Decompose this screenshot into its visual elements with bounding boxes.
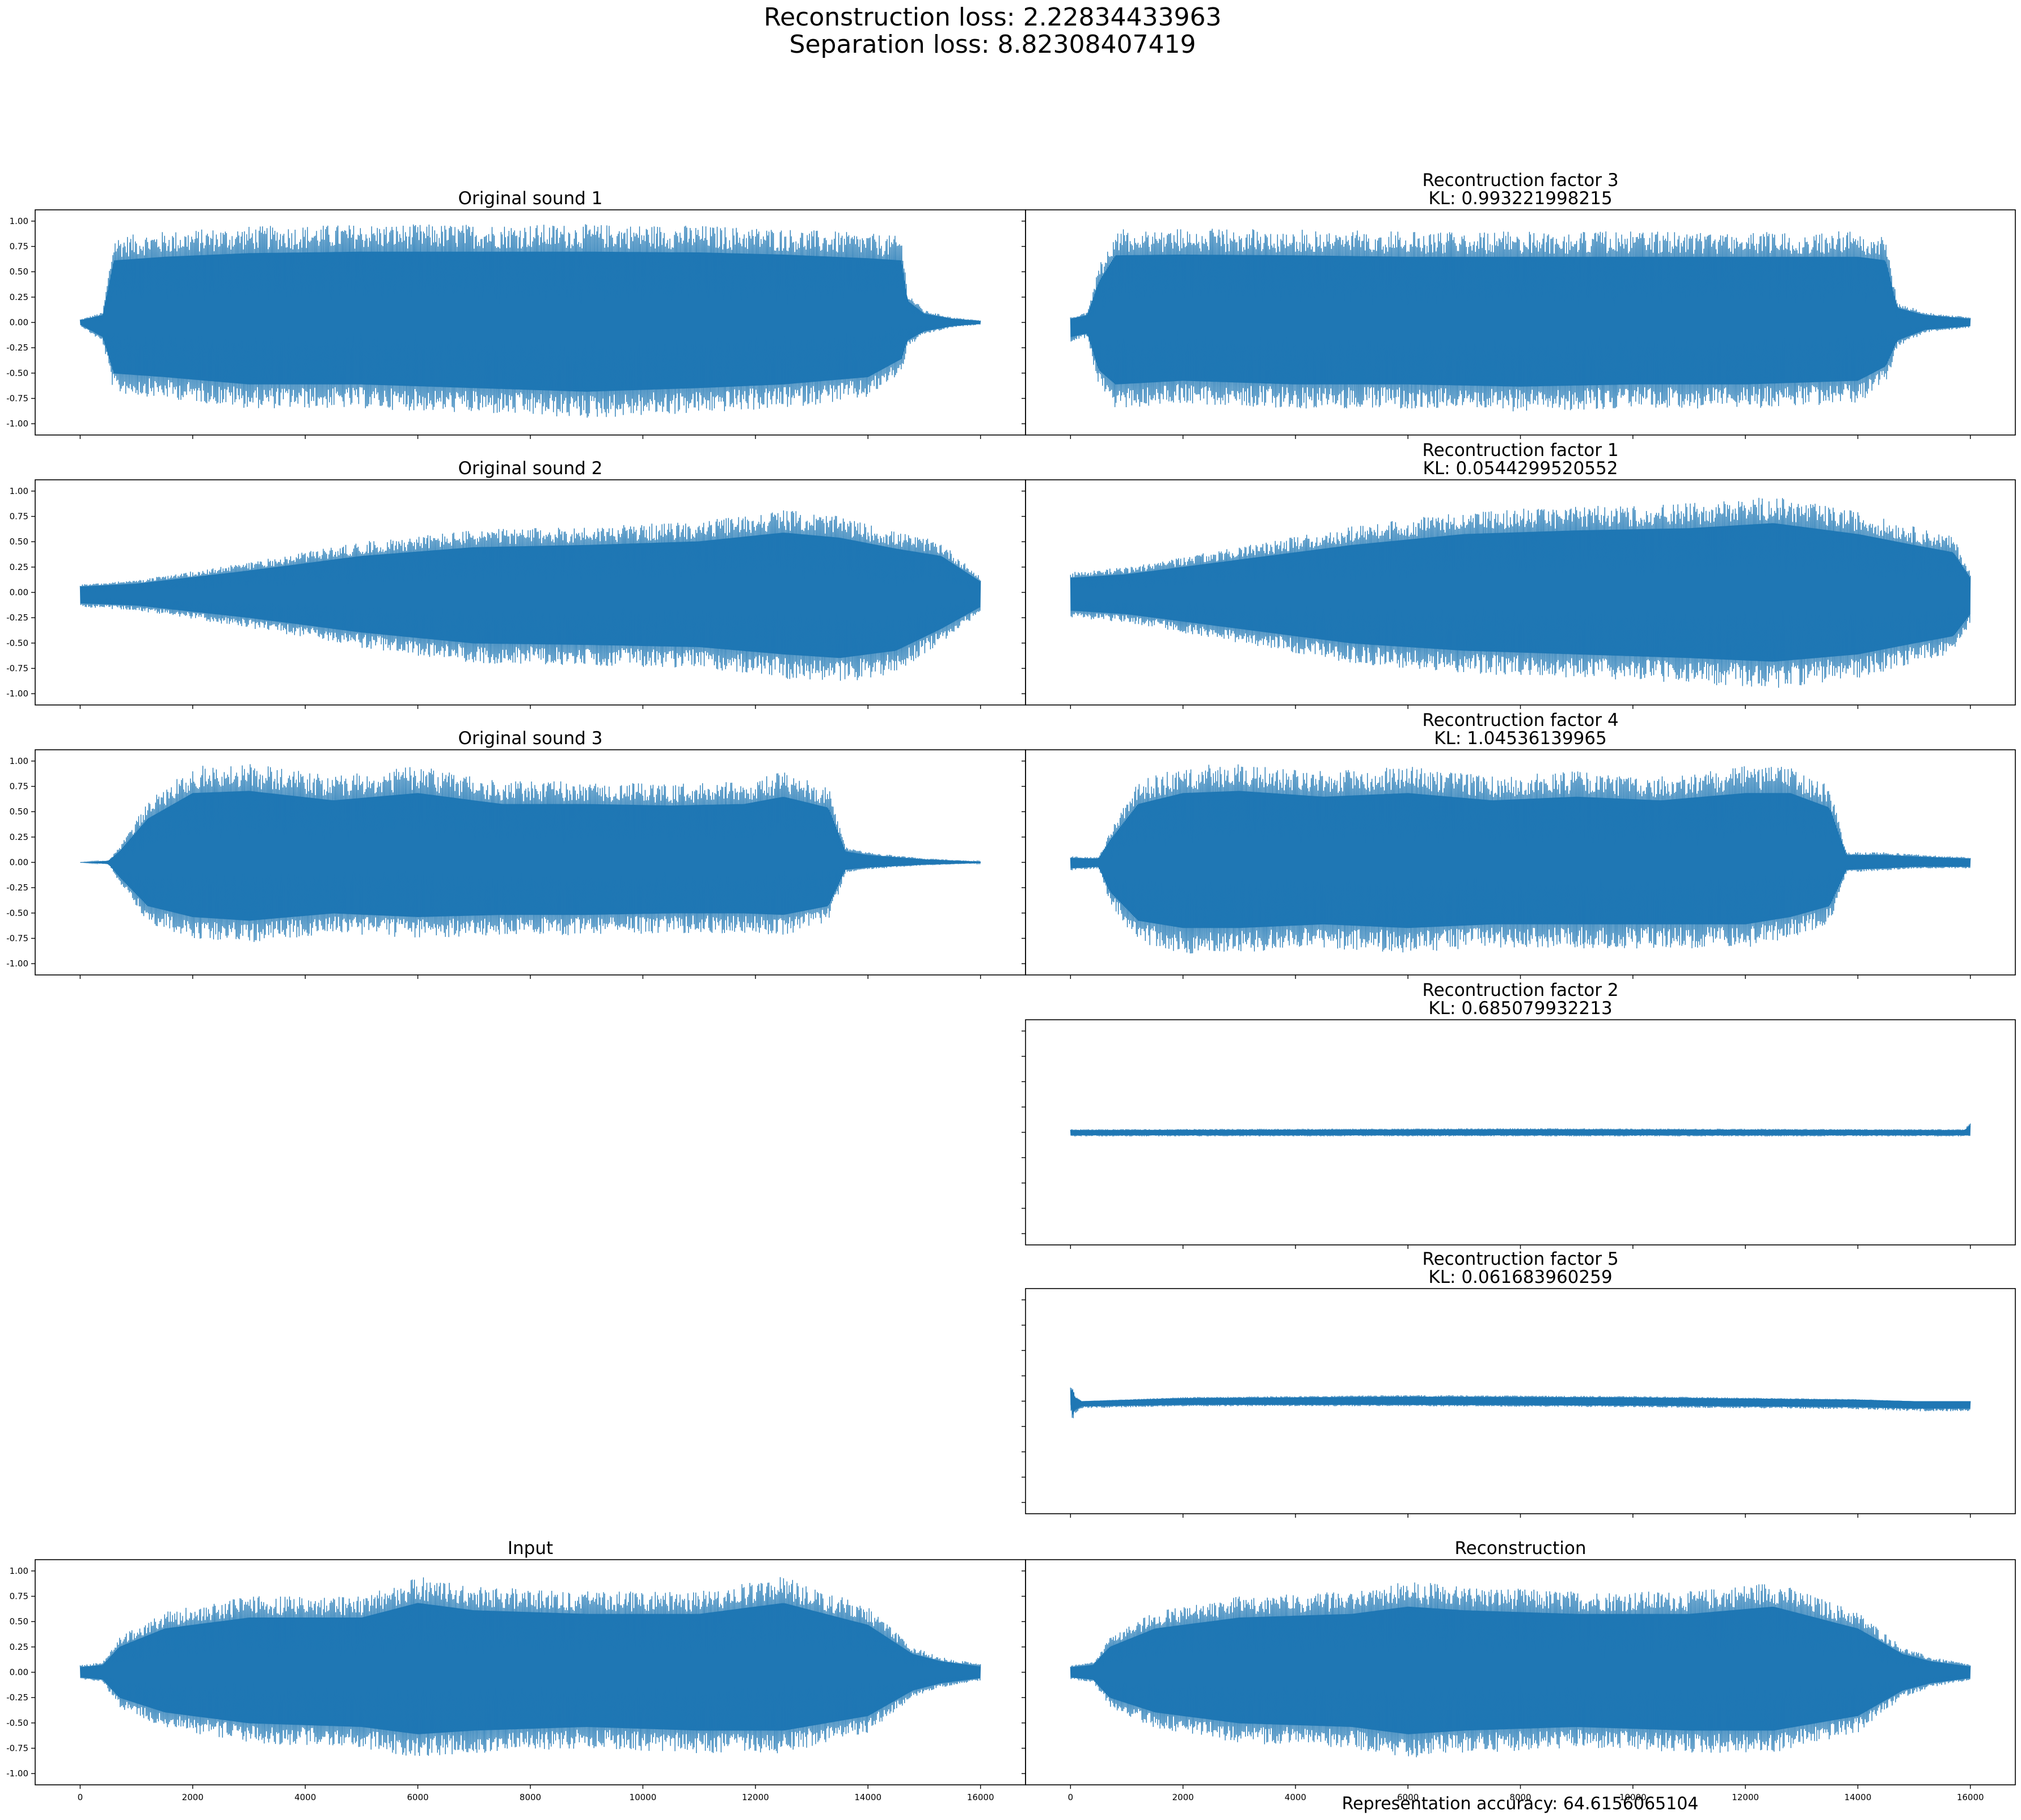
- y-tick-label: 0.25: [10, 562, 28, 572]
- x-tick-label: 8000: [1509, 1792, 1531, 1802]
- waveform-line: [80, 764, 981, 942]
- y-tick-label: -0.75: [6, 663, 28, 673]
- subplot-title: Input: [508, 1538, 553, 1559]
- y-tick-label: -1.00: [6, 419, 28, 429]
- subplot-title: KL: 0.0544299520552: [1423, 458, 1618, 479]
- waveform-line: [1070, 1123, 1971, 1137]
- y-tick-label: 0.00: [10, 588, 28, 598]
- figure-title-line-2: Separation loss: 8.82308407419: [790, 30, 1196, 59]
- x-tick-label: 4000: [1285, 1792, 1306, 1802]
- x-tick-label: 16000: [1957, 1792, 1984, 1802]
- x-tick-label: 14000: [854, 1792, 881, 1802]
- waveform-line: [1070, 764, 1971, 954]
- x-tick-label: 2000: [182, 1792, 204, 1802]
- waveform-line: [1070, 229, 1971, 412]
- subplot-title: KL: 1.04536139965: [1434, 728, 1606, 749]
- y-tick-label: -0.25: [6, 882, 28, 893]
- subplot-4: Recontruction factor 1KL: 0.054429952055…: [1022, 440, 2016, 709]
- y-tick-label: -1.00: [6, 689, 28, 699]
- y-tick-label: 1.00: [10, 1566, 28, 1576]
- y-tick-label: 0.25: [10, 292, 28, 302]
- x-tick-label: 4000: [294, 1792, 316, 1802]
- x-tick-label: 0: [78, 1792, 83, 1802]
- y-tick-label: -0.25: [6, 1692, 28, 1703]
- subplot-5: Original sound 3 1.00 0.75 0.50 0.25 0.00 -0.2…: [6, 728, 1026, 979]
- subplot-8: Recontruction factor 5KL: 0.061683960259: [1022, 1249, 2016, 1518]
- y-tick-label: -0.50: [6, 638, 28, 648]
- subplot-1: Original sound 1 1.00 0.75 0.50 0.25 0.00 -0.2…: [6, 188, 1026, 439]
- subplot-title: Recontruction factor 3: [1422, 170, 1618, 191]
- y-tick-label: 0.75: [10, 242, 28, 252]
- y-tick-label: 0.50: [10, 1616, 28, 1627]
- y-tick-label: -1.00: [6, 1768, 28, 1779]
- y-tick-label: 0.00: [10, 318, 28, 328]
- subplot-title: Original sound 3: [458, 728, 603, 749]
- subplot-7: Recontruction factor 2KL: 0.685079932213: [1022, 980, 2016, 1249]
- y-tick-label: 1.00: [10, 486, 28, 496]
- waveform-line: [1070, 1582, 1971, 1758]
- waveform-line: [1070, 1387, 1971, 1418]
- y-tick-label: -0.25: [6, 613, 28, 623]
- subplot-title: KL: 0.061683960259: [1428, 1267, 1612, 1287]
- y-tick-label: 0.50: [10, 537, 28, 547]
- x-tick-label: 16000: [967, 1792, 994, 1802]
- x-tick-label: 8000: [520, 1792, 541, 1802]
- figure-title-line-1: Reconstruction loss: 2.22834433963: [764, 3, 1222, 32]
- y-tick-label: 0.25: [10, 832, 28, 842]
- y-tick-label: -0.50: [6, 368, 28, 378]
- subplot-6: Recontruction factor 4KL: 1.04536139965: [1022, 710, 2016, 979]
- subplot-10: Reconstruction 0 2000 4000 6000 8000 10000 1200…: [1022, 1538, 2016, 1802]
- subplot-title: Recontruction factor 4: [1422, 710, 1618, 730]
- y-tick-label: 0.00: [10, 858, 28, 868]
- subplot-title: Recontruction factor 1: [1422, 440, 1618, 461]
- subplot-title: Original sound 2: [458, 458, 603, 479]
- y-tick-label: -0.50: [6, 908, 28, 918]
- x-tick-label: 12000: [1732, 1792, 1759, 1802]
- x-tick-label: 6000: [407, 1792, 428, 1802]
- subplot-title: Original sound 1: [458, 188, 603, 209]
- subplot-3: Original sound 2 1.00 0.75 0.50 0.25 0.00 -0.2…: [6, 458, 1026, 709]
- subplot-title: KL: 0.993221998215: [1428, 188, 1612, 209]
- y-tick-label: 0.50: [10, 806, 28, 817]
- y-tick-label: 0.75: [10, 512, 28, 522]
- y-tick-label: 0.25: [10, 1642, 28, 1652]
- subplot-title: Recontruction factor 5: [1422, 1249, 1618, 1269]
- y-tick-label: -0.75: [6, 1743, 28, 1753]
- subplot-grid: Original sound 1 1.00 0.75 0.50 0.25 0.00 -0.2…: [6, 170, 2016, 1802]
- y-tick-label: 1.00: [10, 756, 28, 766]
- y-tick-label: 0.00: [10, 1667, 28, 1678]
- y-tick-label: 0.75: [10, 1591, 28, 1602]
- y-tick-label: 1.00: [10, 216, 28, 226]
- y-tick-label: 0.75: [10, 782, 28, 792]
- waveform-line: [79, 224, 981, 418]
- x-tick-label: 14000: [1845, 1792, 1872, 1802]
- x-tick-label: 12000: [742, 1792, 769, 1802]
- y-tick-label: -0.25: [6, 343, 28, 353]
- subplot-2: Recontruction factor 3KL: 0.993221998215: [1022, 170, 2016, 439]
- subplot-9: Input 1.00 0.75 0.50 0.25 0.00 -0.25 -0.50 -0.75…: [6, 1538, 1026, 1802]
- x-tick-label: 10000: [630, 1792, 657, 1802]
- x-tick-label: 0: [1068, 1792, 1074, 1802]
- y-tick-label: -0.75: [6, 933, 28, 943]
- y-tick-label: -1.00: [6, 958, 28, 969]
- x-tick-label: 10000: [1619, 1792, 1647, 1802]
- y-tick-label: -0.75: [6, 393, 28, 403]
- waveform-line: [79, 1577, 981, 1756]
- subplot-title: KL: 0.685079932213: [1428, 998, 1612, 1019]
- y-tick-label: -0.50: [6, 1718, 28, 1728]
- waveform-line: [79, 510, 981, 681]
- subplot-title: Recontruction factor 2: [1422, 980, 1618, 1000]
- y-tick-label: 0.50: [10, 267, 28, 277]
- representation-accuracy: Representation accuracy: 64.6156065104: [1342, 1794, 1699, 1814]
- subplot-title: Reconstruction: [1454, 1538, 1586, 1559]
- waveform-line: [1070, 497, 1971, 688]
- x-tick-label: 6000: [1397, 1792, 1419, 1802]
- x-tick-label: 2000: [1172, 1792, 1194, 1802]
